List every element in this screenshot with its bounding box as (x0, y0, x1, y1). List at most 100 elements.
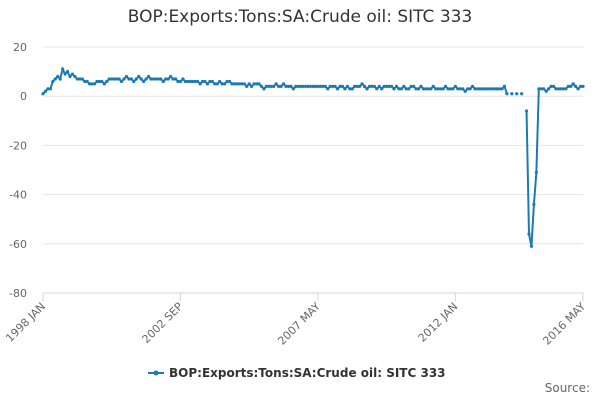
point (166, 77, 170, 81)
point (343, 87, 347, 91)
point (122, 77, 126, 81)
point (394, 84, 399, 88)
point (115, 77, 119, 81)
point (389, 84, 394, 88)
point (259, 84, 264, 88)
point (367, 84, 372, 88)
point (213, 82, 217, 86)
point (338, 84, 342, 88)
point (316, 84, 320, 88)
point (235, 82, 239, 86)
point (532, 202, 536, 207)
point (83, 79, 87, 84)
point (559, 87, 563, 91)
point (65, 70, 70, 74)
point (434, 87, 438, 91)
point (414, 87, 418, 91)
point (164, 77, 168, 81)
point (370, 84, 374, 88)
point (493, 87, 497, 91)
point (78, 77, 82, 81)
point (159, 77, 163, 81)
point (161, 79, 165, 84)
point (542, 87, 546, 91)
point (473, 87, 477, 91)
point (242, 82, 246, 86)
point (156, 77, 160, 81)
point (291, 87, 295, 91)
point (470, 84, 475, 88)
point (232, 82, 237, 86)
point (230, 82, 234, 86)
point (95, 79, 99, 84)
point (127, 77, 131, 81)
chart-title: BOP:Exports:Tons:SA:Crude oil: SITC 333 (128, 7, 473, 27)
point (510, 92, 514, 96)
point (200, 79, 205, 84)
point (321, 84, 325, 88)
legend-item: BOP:Exports:Tons:SA:Crude oil: SITC 333 (148, 366, 446, 380)
point (227, 79, 232, 84)
point (527, 232, 531, 236)
point (247, 82, 251, 86)
point (547, 87, 551, 91)
point (429, 87, 433, 91)
point (107, 77, 111, 81)
point (392, 87, 396, 91)
point (252, 82, 256, 86)
point (137, 74, 141, 79)
point (358, 84, 362, 88)
point (387, 84, 391, 88)
point (478, 87, 482, 91)
point (277, 84, 281, 88)
point (520, 92, 524, 96)
point (186, 79, 190, 84)
y-tick-label: -60 (9, 238, 27, 251)
point (564, 87, 568, 91)
point (53, 77, 57, 81)
legend-label: BOP:Exports:Tons:SA:Crude oil: SITC 333 (169, 366, 446, 380)
point (218, 79, 222, 84)
point (208, 79, 212, 84)
point (284, 84, 288, 88)
point (362, 84, 367, 88)
point (299, 84, 303, 88)
point (117, 77, 121, 81)
point (468, 87, 472, 91)
point (301, 84, 305, 88)
point (333, 84, 337, 88)
point (458, 87, 462, 91)
point (154, 77, 158, 81)
point (490, 87, 494, 91)
point (446, 87, 450, 91)
point (566, 84, 570, 88)
x-tick-label: 2012 JAN (416, 300, 461, 345)
point (556, 87, 561, 91)
point (151, 77, 156, 81)
point (237, 82, 241, 86)
point (196, 79, 200, 84)
point (350, 87, 354, 91)
point (412, 84, 416, 88)
point (340, 84, 345, 88)
point (306, 84, 310, 88)
point (41, 92, 45, 96)
y-tick-label: -80 (9, 287, 27, 300)
point (488, 87, 492, 91)
point (68, 74, 72, 79)
point (402, 84, 406, 88)
point (404, 87, 408, 91)
point (139, 77, 143, 81)
source: Source: (545, 381, 590, 395)
point (149, 77, 153, 81)
point (451, 87, 455, 91)
point (549, 84, 553, 88)
point (46, 87, 50, 91)
point (279, 84, 283, 88)
point (142, 79, 146, 84)
point (571, 82, 575, 86)
point (281, 82, 286, 86)
point (119, 79, 124, 84)
point (463, 89, 467, 93)
y-tick-label: 20 (13, 41, 27, 54)
